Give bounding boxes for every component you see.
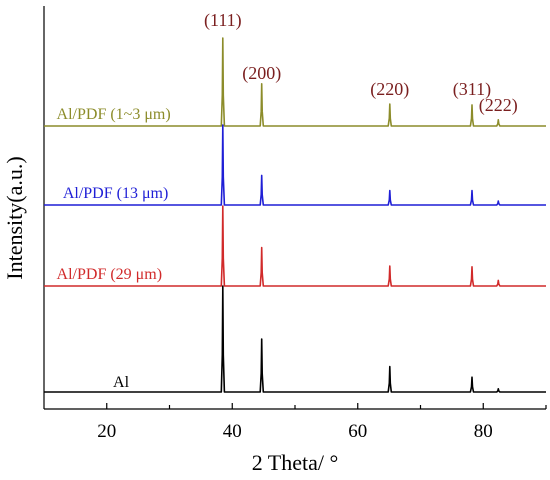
x-axis-title: 2 Theta/ ° — [252, 450, 339, 475]
series-name-label: Al/PDF (1~3 μm) — [57, 106, 171, 123]
peak-index-label: (111) — [204, 10, 242, 31]
peak-index-label: (311) — [453, 79, 491, 100]
x-tick-label: 60 — [348, 421, 367, 442]
x-tick-label: 80 — [474, 421, 493, 442]
series-name-label: Al/PDF (13 μm) — [63, 185, 168, 202]
peak-index-label: (222) — [479, 95, 518, 116]
x-ticks — [106, 403, 547, 409]
y-axis-title: Intensity(a.u.) — [2, 156, 27, 279]
series-traces — [44, 37, 546, 393]
x-tick-label: 20 — [97, 421, 116, 442]
x-tick-label: 40 — [223, 421, 242, 442]
x-tick-labels: 20 40 60 80 — [97, 421, 493, 442]
series-labels: Al/PDF (1~3 μm) Al/PDF (13 μm) Al/PDF (29 … — [57, 106, 171, 391]
peak-index-label: (220) — [370, 79, 409, 100]
peak-labels: (111) (200) (220) (311)(222) — [204, 10, 518, 116]
series-name-label: Al/PDF (29 μm) — [57, 266, 162, 283]
series-name-label: Al — [113, 374, 130, 391]
peak-index-label: (200) — [242, 63, 281, 84]
